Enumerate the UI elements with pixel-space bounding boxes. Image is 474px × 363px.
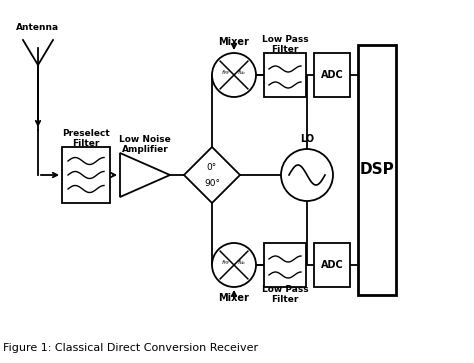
Text: $f_{bb}$: $f_{bb}$ xyxy=(237,69,247,77)
Circle shape xyxy=(281,149,333,201)
Text: 90°: 90° xyxy=(204,179,220,188)
Text: Filter: Filter xyxy=(73,139,100,147)
Bar xyxy=(314,243,350,287)
Text: LO: LO xyxy=(300,134,314,144)
Bar xyxy=(62,147,110,203)
Bar xyxy=(264,53,306,97)
Text: ADC: ADC xyxy=(320,260,343,270)
Text: $f_{bb}$: $f_{bb}$ xyxy=(237,258,247,268)
Text: 0°: 0° xyxy=(207,163,217,172)
Text: Amplifier: Amplifier xyxy=(122,146,168,155)
Text: Preselect: Preselect xyxy=(62,129,110,138)
Bar xyxy=(264,243,306,287)
Circle shape xyxy=(212,53,256,97)
Text: Filter: Filter xyxy=(271,295,299,305)
Text: Filter: Filter xyxy=(271,45,299,54)
Text: Mixer: Mixer xyxy=(219,37,249,47)
Text: $f_{RF}$: $f_{RF}$ xyxy=(221,69,231,77)
Polygon shape xyxy=(120,153,170,197)
Circle shape xyxy=(212,243,256,287)
Polygon shape xyxy=(184,147,240,203)
Text: Low Pass: Low Pass xyxy=(262,286,308,294)
Text: Low Pass: Low Pass xyxy=(262,36,308,45)
Text: Low Noise: Low Noise xyxy=(119,135,171,144)
Text: Figure 1: Classical Direct Conversion Receiver: Figure 1: Classical Direct Conversion Re… xyxy=(3,343,258,353)
Text: DSP: DSP xyxy=(360,163,394,178)
Text: Mixer: Mixer xyxy=(219,293,249,303)
Bar xyxy=(358,45,396,295)
Text: $f_{RF}$: $f_{RF}$ xyxy=(221,258,231,268)
Text: ADC: ADC xyxy=(320,70,343,80)
Bar xyxy=(314,53,350,97)
Text: Antenna: Antenna xyxy=(17,24,60,33)
